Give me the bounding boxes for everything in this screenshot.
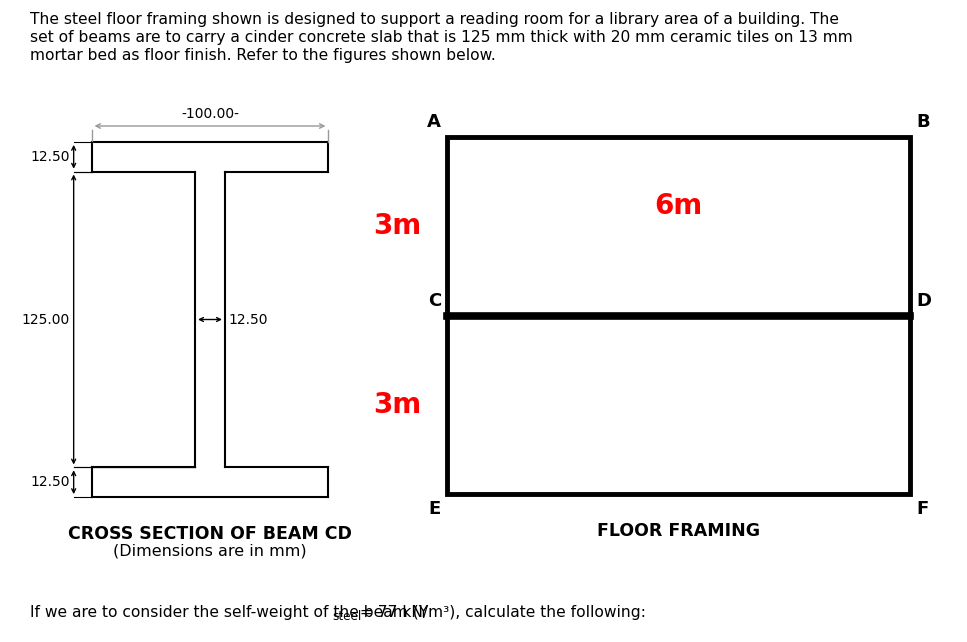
Text: 3m: 3m [373, 213, 421, 240]
Text: set of beams are to carry a cinder concrete slab that is 125 mm thick with 20 mm: set of beams are to carry a cinder concr… [30, 30, 853, 45]
Text: B: B [916, 113, 929, 131]
Text: If we are to consider the self-weight of the beam (Y: If we are to consider the self-weight of… [30, 605, 428, 620]
Text: CROSS SECTION OF BEAM CD: CROSS SECTION OF BEAM CD [68, 525, 352, 543]
Text: mortar bed as floor finish. Refer to the figures shown below.: mortar bed as floor finish. Refer to the… [30, 48, 496, 63]
Text: 3m: 3m [373, 391, 421, 419]
Text: The steel floor framing shown is designed to support a reading room for a librar: The steel floor framing shown is designe… [30, 12, 839, 27]
Text: -100.00-: -100.00- [181, 107, 239, 121]
Text: (Dimensions are in mm): (Dimensions are in mm) [113, 543, 307, 558]
Text: 12.50: 12.50 [30, 475, 70, 489]
Text: 12.50: 12.50 [30, 150, 70, 164]
Text: 125.00: 125.00 [21, 313, 70, 327]
Text: C: C [427, 291, 441, 309]
Text: A: A [427, 113, 441, 131]
Text: D: D [916, 291, 931, 309]
Text: F: F [916, 500, 928, 518]
Text: E: E [428, 500, 441, 518]
Text: 12.50: 12.50 [229, 313, 268, 327]
Text: FLOOR FRAMING: FLOOR FRAMING [597, 522, 760, 540]
Text: steel: steel [332, 610, 362, 623]
Text: = 77 kN/m³), calculate the following:: = 77 kN/m³), calculate the following: [355, 605, 646, 620]
Bar [447, 137, 910, 494]
Text: 6m: 6m [655, 192, 703, 220]
